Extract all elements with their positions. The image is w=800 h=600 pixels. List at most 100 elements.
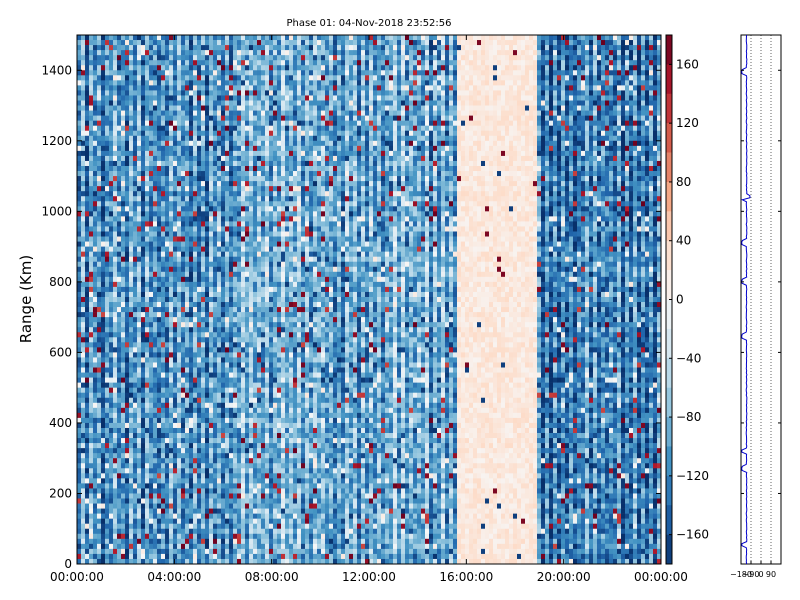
heatmap-cell [113,367,118,373]
heatmap-cell [201,528,206,535]
heatmap-cell [229,60,234,66]
heatmap-cell [89,422,94,429]
heatmap-cell [229,80,234,86]
heatmap-cell [205,236,210,242]
heatmap-cell [133,85,138,91]
heatmap-cell [225,85,230,91]
heatmap-cell [265,181,270,187]
heatmap-cell [129,337,134,343]
heatmap-cell [81,291,86,298]
heatmap-cell [109,266,114,273]
heatmap-cell [193,266,198,273]
heatmap-cell [101,508,106,514]
heatmap-cell [129,548,134,555]
heatmap-cell [161,191,166,197]
heatmap-cell [125,543,130,550]
heatmap-cell [157,125,162,132]
heatmap-cell [181,483,186,489]
heatmap-cell [121,337,126,343]
heatmap-cell [241,498,246,504]
heatmap-cell [177,226,182,232]
heatmap-cell [81,397,86,404]
heatmap-cell [77,150,82,157]
heatmap-cell [197,55,202,61]
heatmap-cell [257,427,262,434]
heatmap-cell [201,518,206,524]
heatmap-cell [85,206,90,212]
heatmap-cell [157,236,162,242]
heatmap-cell [97,352,102,358]
heatmap-cell [189,387,194,394]
heatmap-cell [77,35,82,41]
heatmap-cell [193,140,198,147]
heatmap-cell [241,231,246,237]
heatmap-cell [81,186,86,192]
heatmap-cell [129,211,134,217]
heatmap-cell [173,347,178,353]
heatmap-cell [77,463,82,469]
heatmap-cell [169,221,174,227]
heatmap-cell [189,483,194,489]
heatmap-cell [101,367,106,373]
heatmap-cell [209,387,214,394]
heatmap-cell [213,463,218,469]
heatmap-cell [137,528,142,535]
heatmap-cell [97,256,102,263]
heatmap-cell [197,523,202,530]
heatmap-cell [77,377,82,383]
heatmap-cell [101,241,106,247]
heatmap-cell [157,312,162,318]
heatmap-cell [85,110,90,116]
heatmap-cell [213,105,218,111]
heatmap-cell [189,307,194,313]
heatmap-cell [113,281,118,288]
heatmap-cell [105,196,110,202]
heatmap-cell [201,382,206,388]
heatmap-cell [85,307,90,313]
heatmap-cell [149,427,154,434]
heatmap-cell [93,251,98,257]
heatmap-cell [77,55,82,61]
heatmap-cell [141,473,146,479]
heatmap-cell [253,317,258,323]
heatmap-cell [117,523,122,530]
heatmap-cell [121,342,126,348]
heatmap-cell [149,191,154,197]
heatmap-cell [109,427,114,434]
heatmap-cell [193,302,198,308]
heatmap-cell [141,150,146,157]
heatmap-cell [185,55,190,61]
heatmap-cell [181,125,186,132]
heatmap-cell [117,145,122,152]
heatmap-cell [101,55,106,61]
heatmap-cell [209,45,214,51]
heatmap-cell [77,291,82,298]
heatmap-cell [105,337,110,343]
heatmap-cell [141,266,146,273]
heatmap-cell [201,165,206,172]
heatmap-cell [237,35,242,41]
heatmap-cell [181,402,186,409]
heatmap-cell [253,302,258,308]
heatmap-cell [249,402,254,409]
heatmap-cell [101,115,106,121]
heatmap-cell [117,256,122,263]
heatmap-cell [85,543,90,550]
heatmap-cell [249,286,254,293]
heatmap-cell [161,372,166,378]
heatmap-cell [169,422,174,429]
heatmap-cell [153,160,158,167]
heatmap-cell [221,60,226,66]
heatmap-cell [89,513,94,519]
heatmap-cell [225,60,230,66]
heatmap-cell [185,332,190,338]
heatmap-cell [153,256,158,263]
heatmap-cell [201,337,206,343]
heatmap-cell [85,417,90,424]
heatmap-cell [129,246,134,252]
heatmap-cell [225,538,230,545]
heatmap-cell [165,140,170,147]
heatmap-cell [173,35,178,41]
heatmap-cell [201,538,206,545]
heatmap-cell [197,508,202,514]
